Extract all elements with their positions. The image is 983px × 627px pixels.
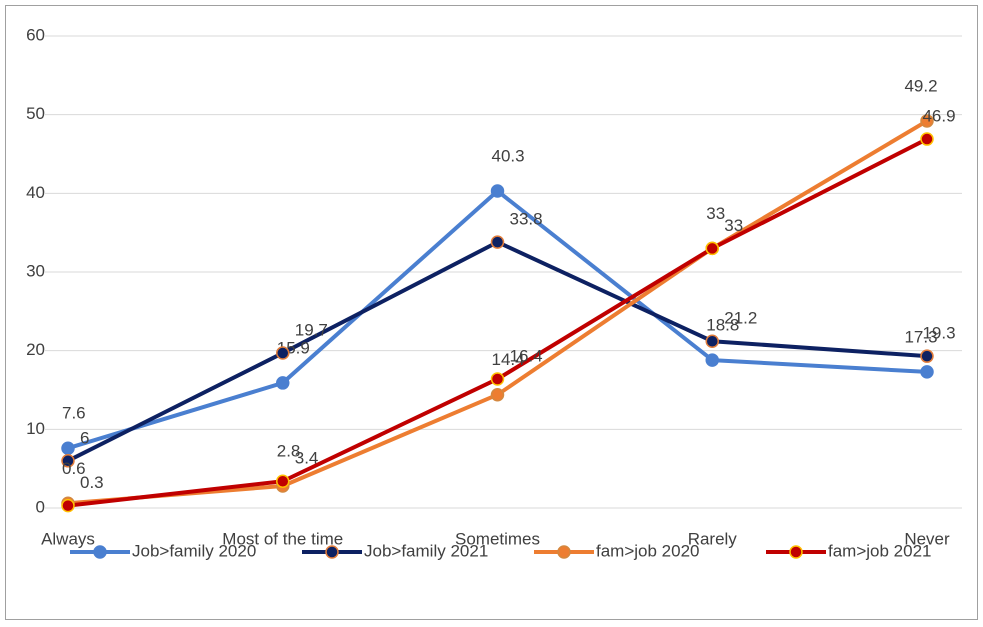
point-marker (276, 376, 290, 390)
data-label: 19.3 (922, 324, 955, 343)
point-marker (920, 132, 934, 146)
legend-marker (325, 545, 339, 559)
y-tick-label: 40 (26, 183, 45, 202)
point-marker (276, 474, 290, 489)
point-marker (61, 441, 75, 455)
point-marker (490, 372, 505, 386)
point-marker (920, 349, 934, 363)
data-label: 0.6 (62, 459, 86, 478)
point-marker (490, 387, 505, 402)
legend-label: Job>family 2020 (132, 541, 256, 560)
legend-label: fam>job 2021 (828, 541, 932, 560)
data-label: 21.2 (724, 309, 757, 328)
point-marker (920, 114, 934, 128)
y-tick-label: 10 (26, 419, 45, 438)
y-tick-label: 50 (26, 104, 45, 123)
x-tick-label: Sometimes (455, 529, 540, 548)
point-marker (490, 235, 505, 249)
data-label: 16.4 (510, 346, 543, 365)
data-label: 49.2 (904, 76, 937, 95)
data-label: 7.6 (62, 404, 86, 423)
y-tick-label: 30 (26, 261, 45, 280)
data-label: 40.3 (492, 146, 525, 165)
data-label: 0.3 (80, 473, 104, 492)
data-label: 17.3 (904, 327, 937, 346)
legend-marker (789, 545, 803, 559)
data-label: 6 (80, 428, 89, 447)
point-marker (490, 184, 505, 198)
data-label: 33.8 (510, 210, 543, 229)
y-tick-label: 60 (26, 25, 45, 44)
point-marker (61, 454, 75, 468)
x-tick-label: Never (904, 529, 950, 548)
chart-frame (5, 5, 978, 620)
point-marker (705, 241, 719, 256)
data-label: 33 (724, 216, 743, 235)
data-label: 19.7 (295, 321, 328, 340)
data-label: 14.4 (492, 350, 525, 369)
y-tick-label: 0 (36, 497, 45, 516)
legend-marker (557, 545, 571, 559)
point-marker (705, 334, 719, 348)
y-tick-label: 20 (26, 340, 45, 359)
legend-label: fam>job 2020 (596, 541, 700, 560)
point-marker (920, 365, 934, 379)
point-marker (705, 353, 719, 367)
data-label: 3.4 (295, 449, 319, 468)
x-tick-label: Rarely (688, 529, 738, 548)
x-tick-label: Always (41, 529, 95, 548)
data-label: 2.8 (277, 441, 301, 460)
legend-label: Job>family 2021 (364, 541, 488, 560)
legend-marker (93, 545, 107, 559)
data-label: 46.9 (922, 107, 955, 126)
point-marker (276, 346, 290, 360)
point-marker (61, 498, 75, 513)
data-label: 33 (706, 204, 725, 223)
x-tick-label: Most of the time (222, 529, 343, 548)
data-label: 18.8 (706, 316, 739, 335)
